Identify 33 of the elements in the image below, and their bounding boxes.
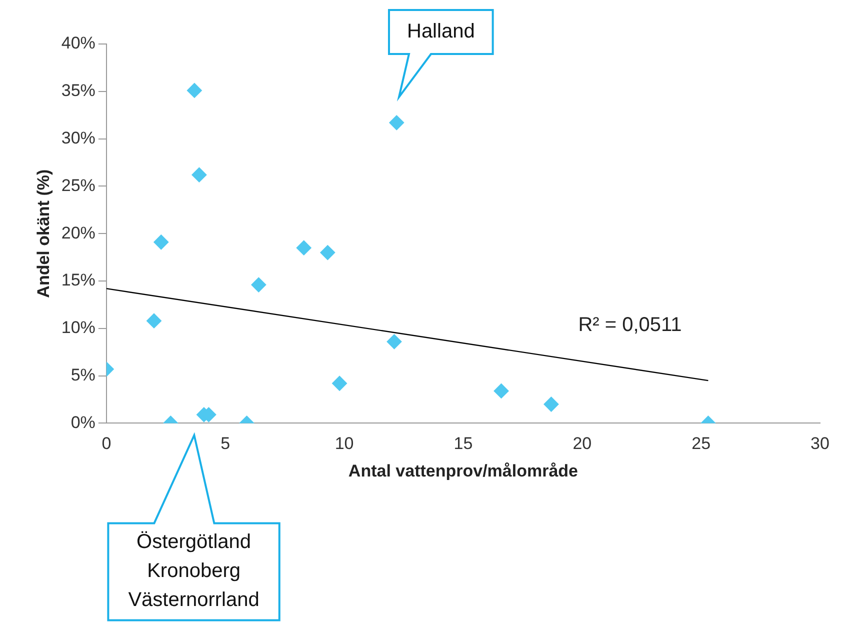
x-tick-label: 10	[334, 434, 354, 454]
x-tick-label: 0	[102, 434, 112, 454]
x-tick-label: 5	[220, 434, 230, 454]
point	[146, 313, 162, 328]
text: Östergötland Kronoberg Västernorrland	[128, 531, 260, 612]
point	[386, 334, 402, 350]
point	[494, 383, 509, 398]
point	[186, 82, 202, 98]
x-tick-label: 25	[692, 434, 711, 454]
y-axis-title: Andel okänt (%)	[34, 169, 53, 298]
x-tick-label: 15	[454, 434, 473, 454]
point	[332, 376, 348, 391]
y-tick-label: 25%	[61, 176, 96, 195]
text: Halland	[406, 20, 475, 43]
x-axis-title: Antal vattenprov/målområde	[348, 461, 578, 480]
x-tick-label: 30	[810, 434, 830, 454]
y-tick-label: 15%	[61, 270, 96, 290]
point	[544, 396, 559, 412]
point	[320, 245, 336, 260]
y-tick-label: 0%	[70, 412, 96, 432]
point	[296, 240, 312, 256]
y-tick-label: 20%	[61, 223, 96, 242]
x-tick-label: 20	[572, 434, 592, 454]
y-tick-label: 5%	[70, 365, 96, 384]
y-tick-label: 40%	[61, 34, 96, 53]
annotation: R² = 0,0511	[578, 314, 682, 336]
point	[192, 167, 207, 182]
point	[389, 115, 404, 130]
y-tick-label: 30%	[61, 128, 96, 148]
point	[154, 234, 169, 250]
point	[251, 277, 266, 292]
y-tick-label: 35%	[61, 81, 96, 100]
y-tick-label: 10%	[61, 318, 96, 338]
